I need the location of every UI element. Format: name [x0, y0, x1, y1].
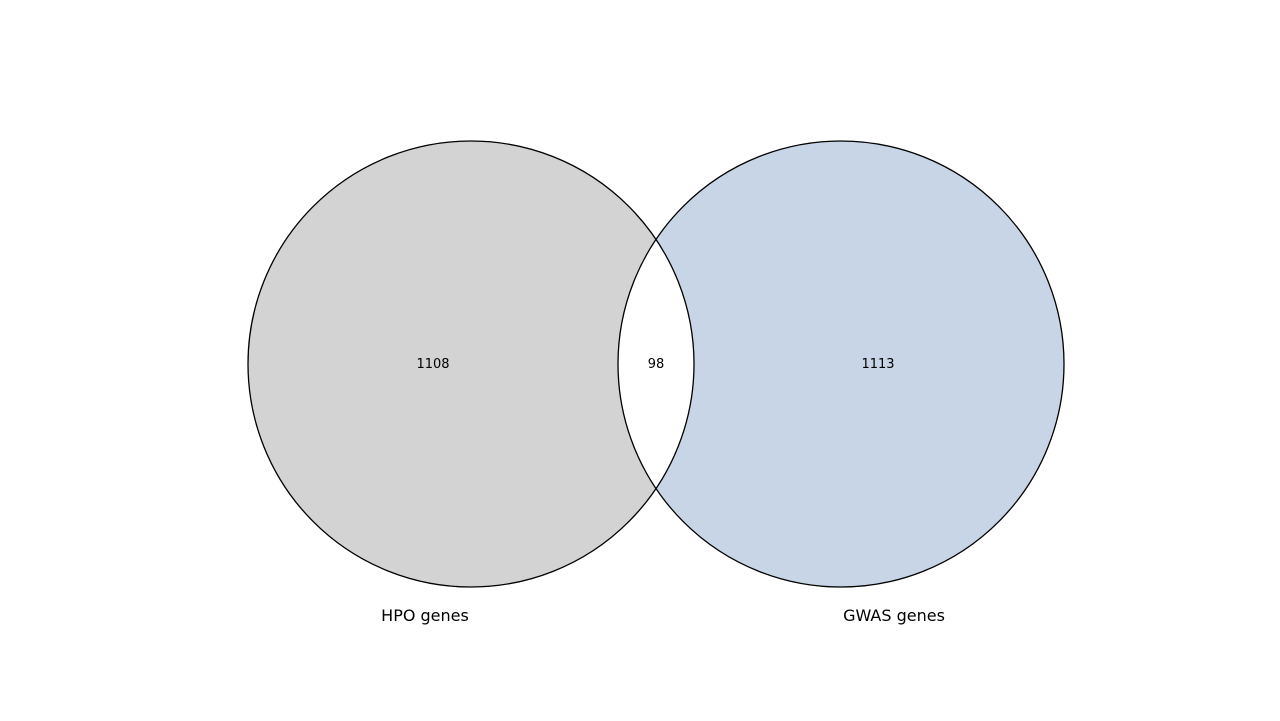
gwas-only-count: 1113	[861, 357, 894, 372]
hpo-set-circle	[248, 141, 694, 587]
hpo-only-count: 1108	[416, 357, 449, 372]
hpo-set-outline	[247, 140, 695, 588]
gwas-set-circle	[618, 141, 1064, 587]
intersection-count: 98	[648, 357, 665, 372]
gwas-set-label: GWAS genes	[843, 606, 945, 625]
hpo-set-label: HPO genes	[381, 606, 469, 625]
gwas-set-outline	[617, 140, 1065, 588]
